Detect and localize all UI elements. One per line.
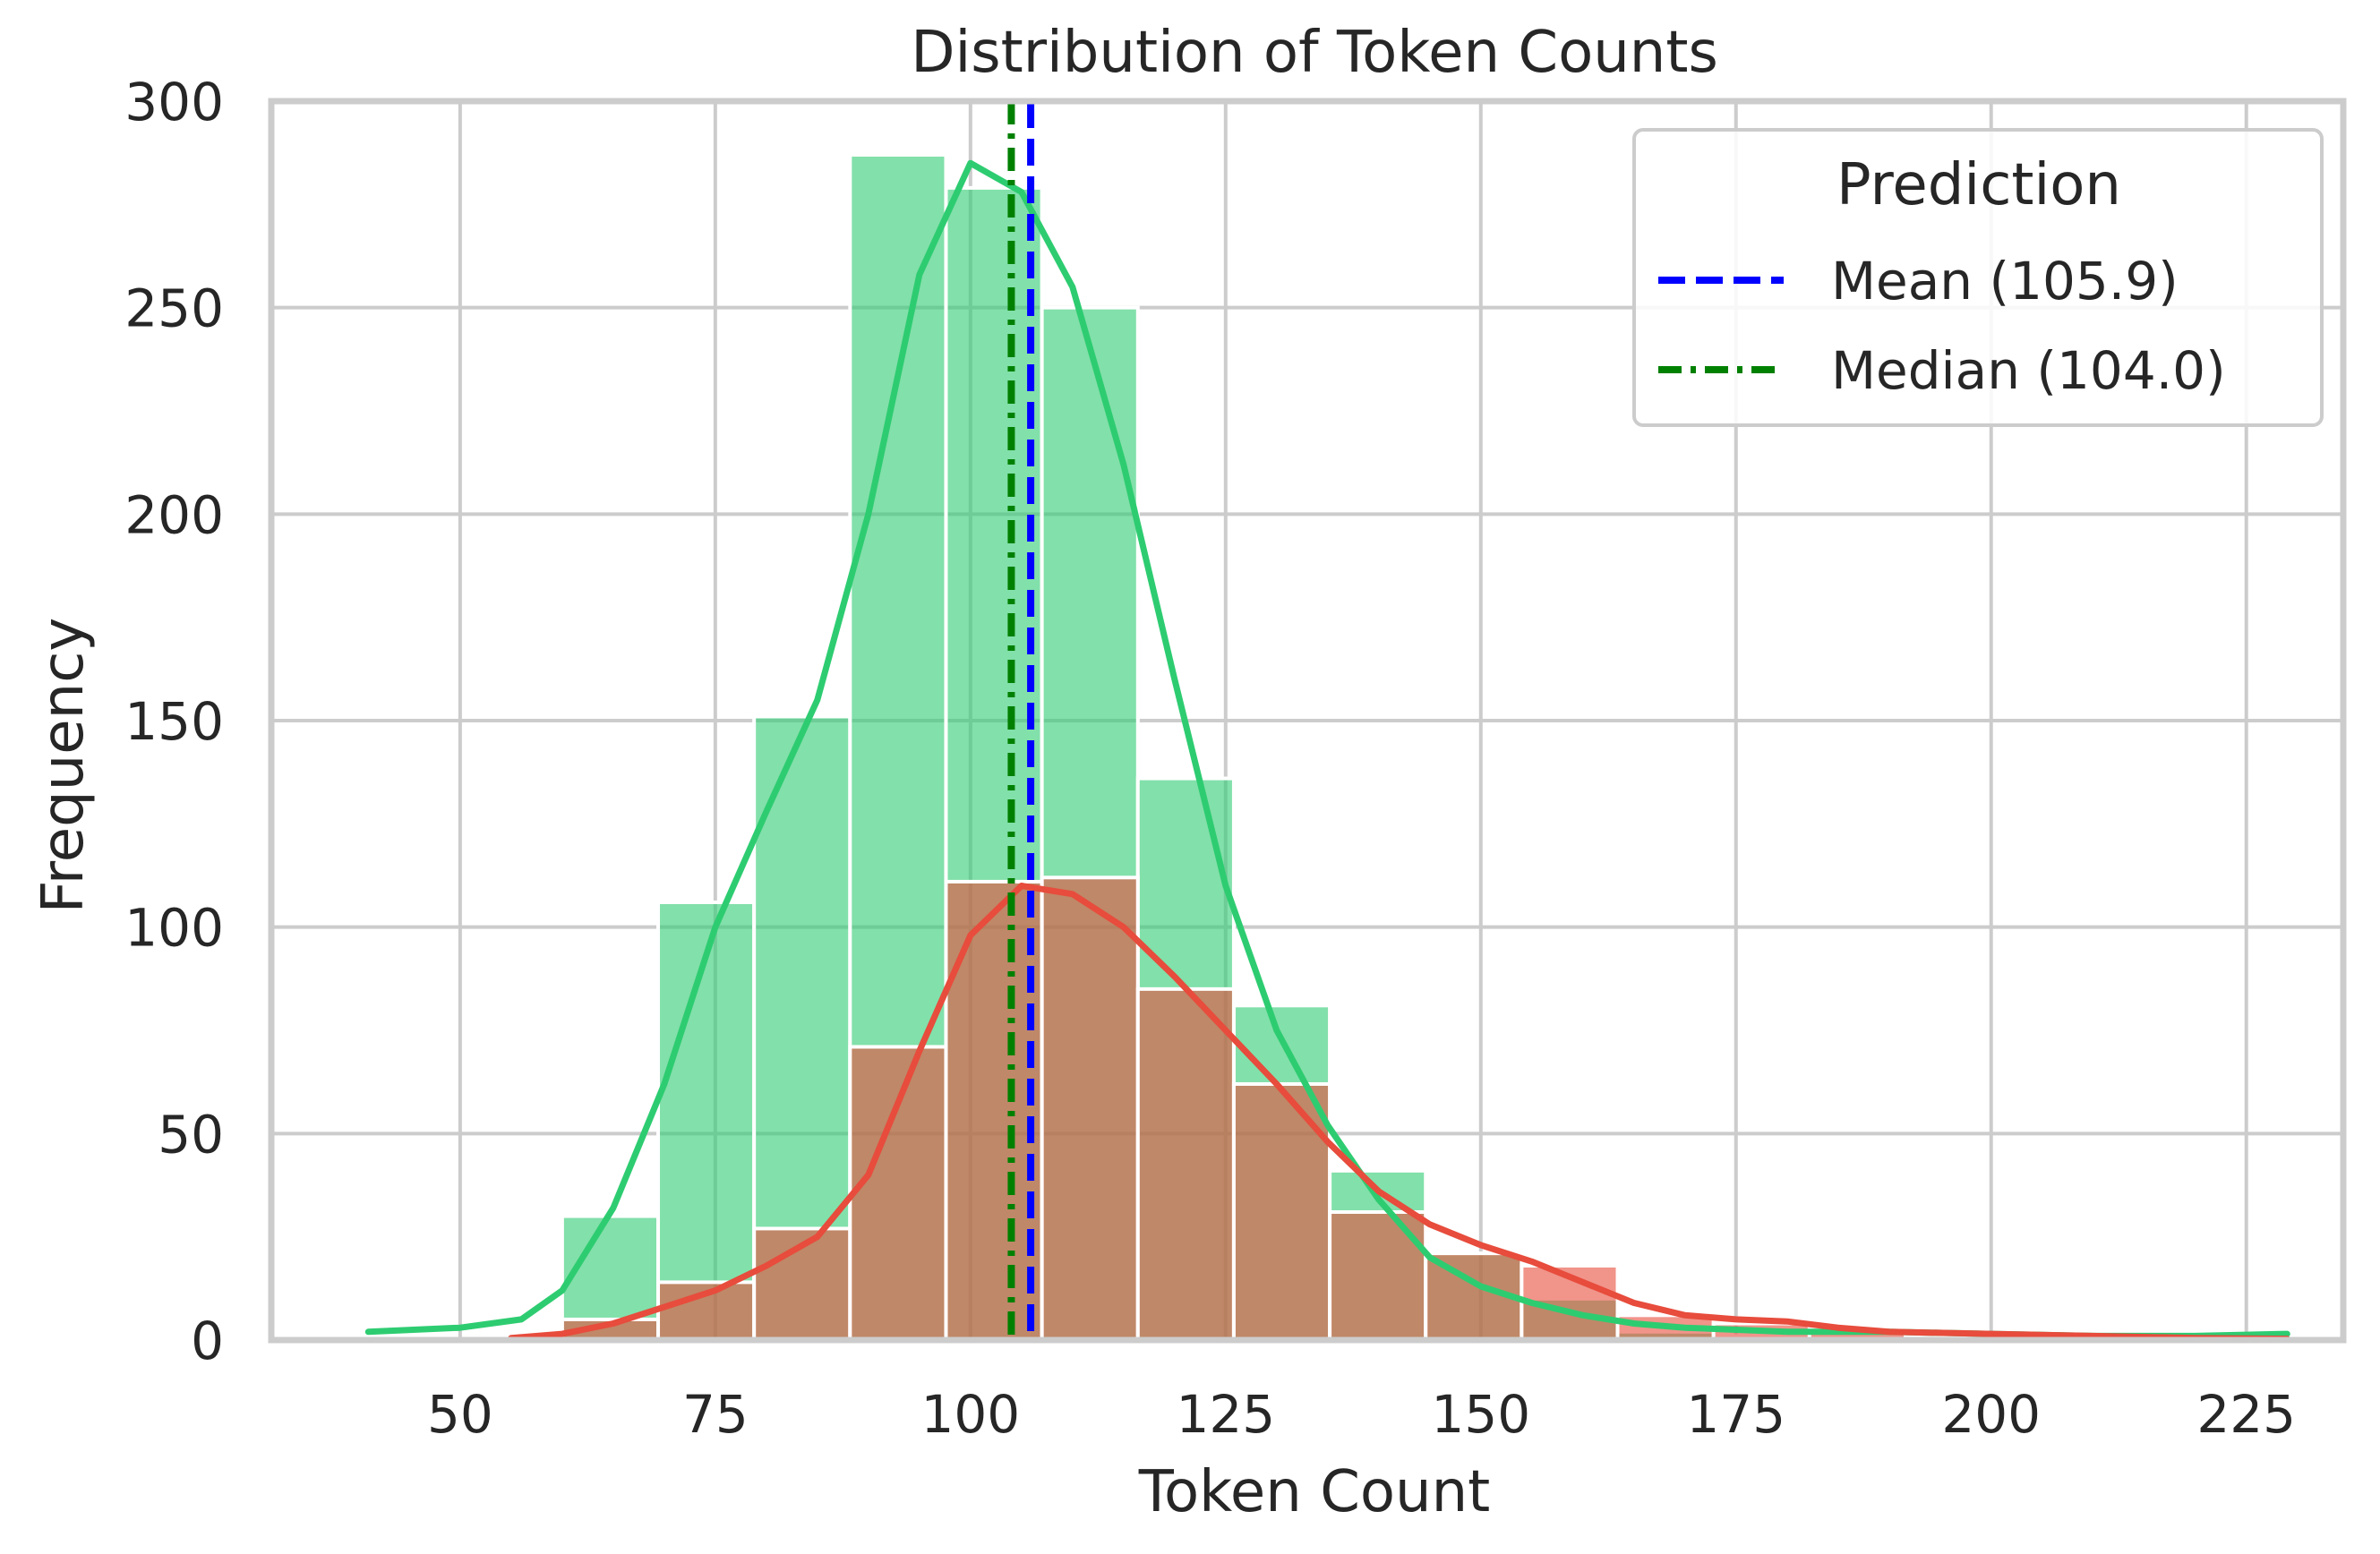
legend-title: Prediction [1836, 152, 2121, 218]
x-tick-label: 200 [1941, 1384, 2041, 1445]
x-axis-label: Token Count [1138, 1459, 1491, 1525]
y-tick-labels: 0 50 100 150 200 250 300 [124, 72, 224, 1371]
histogram-bar-series-1 [1328, 1209, 1428, 1343]
x-tick-label: 150 [1431, 1384, 1530, 1445]
histogram-bar-series-1 [1135, 986, 1236, 1343]
x-tick-label: 75 [682, 1384, 749, 1445]
x-tick-label: 125 [1176, 1384, 1275, 1445]
x-tick-label: 225 [2196, 1384, 2296, 1445]
plot-frame [268, 98, 2347, 1344]
y-tick-label: 150 [124, 691, 224, 752]
histogram-bar-series-1 [1231, 1081, 1332, 1343]
reference-lines [1007, 101, 1035, 1340]
y-tick-label: 300 [124, 72, 224, 132]
y-tick-label: 50 [158, 1104, 224, 1165]
x-tick-label: 100 [920, 1384, 1020, 1445]
histogram-bars [560, 152, 2291, 1343]
y-tick-label: 250 [124, 278, 224, 339]
y-axis-label: Frequency [30, 618, 97, 914]
legend-median-label: Median (104.0) [1831, 340, 2226, 401]
kde-curves [364, 159, 2290, 1343]
legend-mean-label: Mean (105.9) [1831, 251, 2179, 312]
y-tick-label: 200 [124, 484, 224, 545]
histogram-bar-series-0 [656, 900, 757, 1343]
kde-curve-series-1 [508, 883, 2290, 1343]
legend-box [1632, 128, 2324, 427]
kde-curve-series-0 [364, 159, 2290, 1339]
y-tick-label: 100 [124, 898, 224, 959]
x-tick-label: 50 [427, 1384, 493, 1445]
histogram-bar-series-1 [1040, 875, 1140, 1342]
histogram-bar-series-1 [848, 1045, 948, 1343]
y-tick-label: 0 [191, 1311, 224, 1371]
x-tick-labels: 50 75 100 125 150 175 200 225 [427, 1384, 2296, 1445]
chart-title: Distribution of Token Counts [911, 20, 1718, 86]
legend: Prediction Mean (105.9) Median (104.0) [1632, 128, 2324, 427]
x-tick-label: 175 [1686, 1384, 1785, 1445]
